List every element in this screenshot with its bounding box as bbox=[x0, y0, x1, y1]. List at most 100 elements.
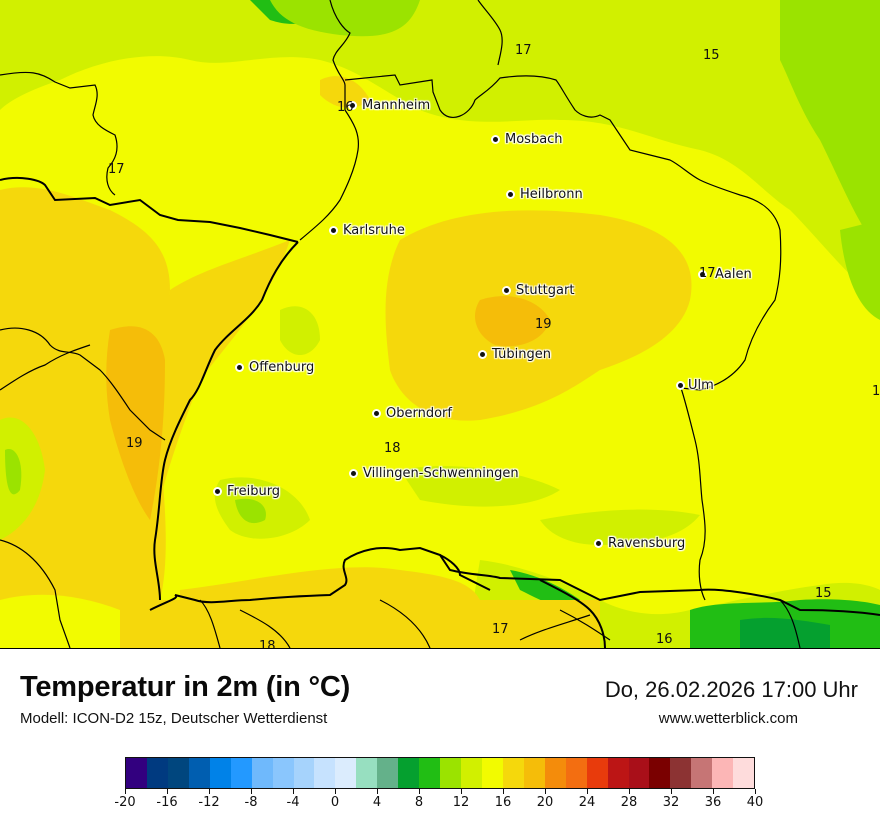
colorbar-segment bbox=[628, 758, 650, 788]
colorbar-segment bbox=[670, 758, 692, 788]
colorbar-segment bbox=[523, 758, 545, 788]
colorbar-segment bbox=[481, 758, 503, 788]
colorbar-tick-label: 0 bbox=[330, 795, 340, 810]
colorbar-tick bbox=[125, 789, 126, 794]
colorbar-tick-label: -20 bbox=[114, 795, 136, 810]
isotherm-label: 17 bbox=[515, 43, 532, 58]
website-link[interactable]: www.wetterblick.com bbox=[658, 710, 798, 727]
city-marker-icon bbox=[508, 192, 513, 197]
city-marker-icon bbox=[700, 272, 705, 277]
city-marker-icon bbox=[237, 365, 242, 370]
colorbar-tick-label: 24 bbox=[578, 795, 596, 810]
colorbar-tick bbox=[629, 789, 630, 794]
city-label-offenburg: Offenburg bbox=[237, 360, 314, 375]
colorbar-tick bbox=[377, 789, 378, 794]
city-marker-icon bbox=[493, 137, 498, 142]
isotherm-label: 16 bbox=[656, 632, 673, 647]
city-label-freiburg: Freiburg bbox=[215, 484, 280, 499]
model-subtitle: Modell: ICON-D2 15z, Deutscher Wetterdie… bbox=[20, 710, 328, 727]
isotherm-label: 18 bbox=[384, 441, 401, 456]
colorbar-segment bbox=[251, 758, 273, 788]
colorbar-segment bbox=[586, 758, 608, 788]
city-marker-icon bbox=[480, 352, 485, 357]
colorbar-ticks: -20 -16 -12 -8 -4 0 4 8 12 16 20 24 28 32 36 40 bbox=[114, 789, 763, 819]
colorbar-tick bbox=[713, 789, 714, 794]
colorbar-segment bbox=[188, 758, 210, 788]
isotherm-label: 17 bbox=[699, 266, 716, 281]
colorbar-segment bbox=[146, 758, 168, 788]
colorbar-tick bbox=[251, 789, 252, 794]
isotherm-label: 16 bbox=[337, 100, 354, 115]
colorbar-segment bbox=[565, 758, 587, 788]
city-label-stuttgart: Stuttgart bbox=[504, 283, 574, 298]
isotherm-label: 15 bbox=[703, 48, 720, 63]
temperature-map[interactable]: Mannheim Mosbach Heilbronn Karlsruhe Aal… bbox=[0, 0, 880, 649]
colorbar-tick-label: 20 bbox=[536, 795, 554, 810]
colorbar-tick-label: -4 bbox=[286, 795, 300, 810]
city-marker-icon bbox=[374, 411, 379, 416]
city-label-heilbronn: Heilbronn bbox=[508, 187, 583, 202]
colorbar-segment bbox=[733, 758, 755, 788]
colorbar-segment bbox=[335, 758, 357, 788]
colorbar-segment bbox=[461, 758, 482, 788]
colorbar-tick-label: -8 bbox=[244, 795, 258, 810]
colorbar-segment bbox=[502, 758, 524, 788]
isotherm-label: 18 bbox=[259, 639, 276, 649]
colorbar-tick-label: 40 bbox=[746, 795, 764, 810]
city-marker-icon bbox=[350, 103, 355, 108]
colorbar-tick-label: -16 bbox=[156, 795, 178, 810]
city-label-ulm: Ulm bbox=[678, 378, 714, 393]
city-marker-icon bbox=[215, 489, 220, 494]
colorbar-segment bbox=[230, 758, 252, 788]
city-label-ravensburg: Ravensburg bbox=[596, 536, 685, 551]
colorbar-segment bbox=[356, 758, 378, 788]
city-marker-icon bbox=[351, 471, 356, 476]
colorbar-tick-label: 16 bbox=[494, 795, 512, 810]
isotherm-label: 15 bbox=[815, 586, 832, 601]
colorbar-segment bbox=[126, 758, 147, 788]
city-label-villingen-schwenningen: Villingen-Schwenningen bbox=[351, 466, 519, 481]
city-label-karlsruhe: Karlsruhe bbox=[331, 223, 405, 238]
isotherm-label: 1 bbox=[872, 384, 880, 399]
colorbar-segment bbox=[607, 758, 629, 788]
colorbar-segment bbox=[314, 758, 336, 788]
colorbar-segment bbox=[440, 758, 461, 788]
colorbar-tick bbox=[209, 789, 210, 794]
isotherm-label: 19 bbox=[535, 317, 552, 332]
city-label-aalen: Aalen bbox=[700, 267, 752, 282]
temperature-field bbox=[0, 0, 880, 648]
city-label-mosbach: Mosbach bbox=[493, 132, 563, 147]
colorbar-tick-label: -12 bbox=[198, 795, 220, 810]
colorbar-segment bbox=[419, 758, 441, 788]
city-marker-icon bbox=[596, 541, 601, 546]
map-title: Temperatur in 2m (in °C) bbox=[20, 671, 351, 703]
colorbar-segment bbox=[398, 758, 420, 788]
colorbar-segment bbox=[712, 758, 734, 788]
forecast-datetime: Do, 26.02.2026 17:00 Uhr bbox=[604, 677, 858, 702]
colorbar-segment bbox=[272, 758, 294, 788]
colorbar-tick-label: 4 bbox=[372, 795, 382, 810]
colorbar-segment bbox=[691, 758, 713, 788]
colorbar-tick-label: 8 bbox=[414, 795, 424, 810]
colorbar-tick bbox=[461, 789, 462, 794]
colorbar-tick bbox=[545, 789, 546, 794]
colorbar-tick-label: 12 bbox=[452, 795, 470, 810]
colorbar-tick bbox=[587, 789, 588, 794]
city-label-oberndorf: Oberndorf bbox=[374, 406, 452, 421]
colorbar-tick bbox=[755, 789, 756, 794]
colorbar-tick bbox=[671, 789, 672, 794]
city-marker-icon bbox=[678, 383, 683, 388]
isotherm-label: 17 bbox=[492, 622, 509, 637]
isotherm-label: 17 bbox=[108, 162, 125, 177]
colorbar-tick-label: 28 bbox=[620, 795, 638, 810]
city-label-tuebingen: Tübingen bbox=[480, 347, 551, 362]
colorbar-segment bbox=[649, 758, 671, 788]
city-label-mannheim: Mannheim bbox=[350, 98, 430, 113]
city-marker-icon bbox=[331, 228, 336, 233]
colorbar-segment bbox=[544, 758, 566, 788]
colorbar-segment bbox=[293, 758, 315, 788]
colorbar-segment bbox=[377, 758, 399, 788]
colorbar-segment bbox=[209, 758, 231, 788]
temperature-colorbar bbox=[125, 757, 755, 789]
colorbar-tick bbox=[419, 789, 420, 794]
